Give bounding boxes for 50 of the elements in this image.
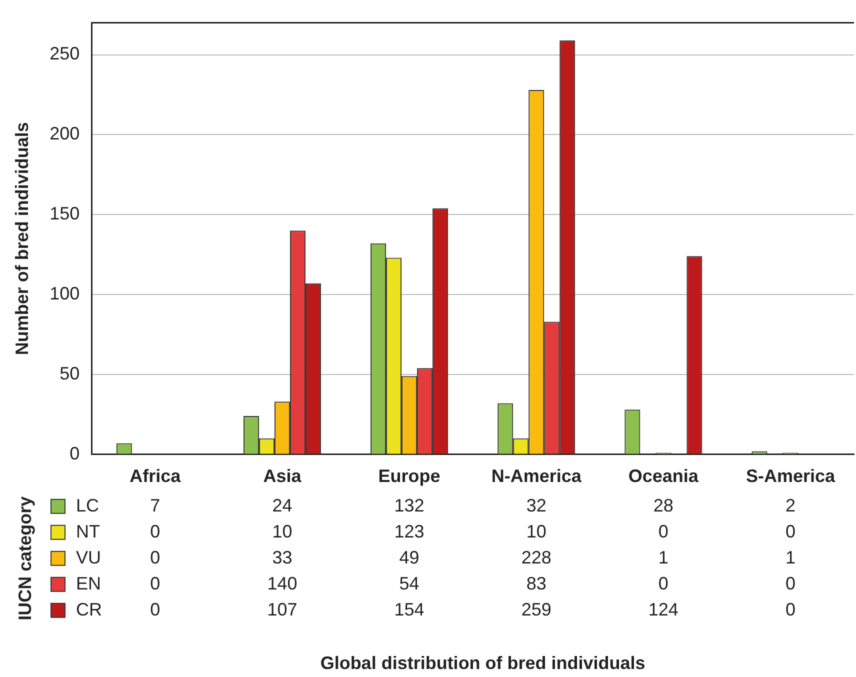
data-label: 1 (785, 547, 796, 568)
data-label: 0 (150, 547, 160, 568)
x-tick-label: Europe (378, 466, 440, 486)
data-label: 2 (785, 495, 796, 516)
data-label: 0 (785, 521, 796, 542)
x-tick-label: Africa (130, 466, 182, 486)
data-label: 123 (394, 521, 424, 542)
x-tick-label: N-America (491, 466, 582, 486)
data-label: 228 (521, 547, 552, 568)
data-label: 0 (150, 521, 160, 542)
data-label: 0 (785, 573, 796, 594)
data-label: 54 (399, 573, 420, 594)
data-label: 132 (394, 495, 424, 516)
legend-label: VU (76, 547, 102, 568)
legend-label: EN (76, 573, 102, 594)
y-tick-label: 150 (50, 204, 80, 224)
legend-title: IUCN category (14, 496, 35, 620)
x-tick-label: S-America (746, 466, 836, 486)
x-tick-label: Oceania (628, 466, 700, 486)
y-tick-label: 250 (50, 44, 80, 64)
data-label: 124 (648, 599, 678, 620)
data-label: 83 (526, 573, 546, 594)
data-label: 28 (653, 495, 674, 516)
legend-label: LC (76, 495, 100, 516)
data-label: 0 (785, 599, 796, 620)
y-tick-label: 200 (50, 124, 80, 144)
data-label: 32 (526, 495, 546, 516)
text: Global distribution of bred individuals (320, 652, 646, 673)
data-label: 154 (394, 599, 424, 620)
data-label: 0 (658, 521, 668, 542)
legend-label: CR (76, 599, 102, 620)
data-label: 107 (267, 599, 298, 620)
data-label: 49 (399, 547, 420, 568)
data-label: 10 (272, 521, 292, 542)
data-label: 24 (272, 495, 292, 516)
data-label: 259 (521, 599, 552, 620)
x-tick-label: Asia (263, 466, 302, 486)
legend-label: NT (76, 521, 100, 542)
data-label: 140 (267, 573, 298, 594)
data-label: 33 (272, 547, 292, 568)
data-label: 0 (150, 573, 160, 594)
y-tick-label: 50 (60, 363, 80, 384)
y-tick-label: 100 (50, 284, 80, 304)
data-label: 1 (658, 547, 668, 568)
data-label: 0 (150, 599, 160, 620)
data-label: 0 (658, 573, 668, 594)
data-label: 7 (150, 495, 160, 516)
data-label: 10 (526, 521, 546, 542)
y-tick-label: 0 (70, 443, 80, 464)
y-axis-title: Number of bred individuals (12, 122, 32, 356)
